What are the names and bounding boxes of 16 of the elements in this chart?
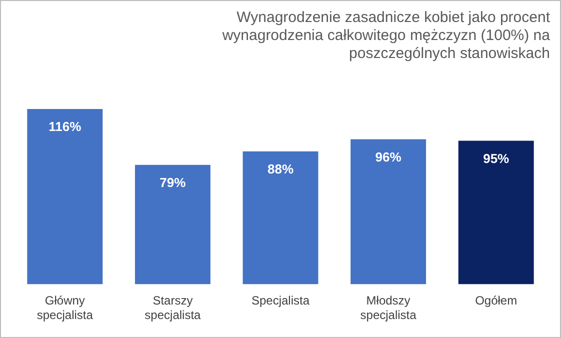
bar [134, 164, 210, 284]
x-tick-label: Młodszy specjalista [360, 294, 417, 322]
x-tick-label: Główny specjalista [36, 294, 94, 322]
x-tick-label: Ogółem [475, 294, 518, 308]
x-tick-label: Specjalista [251, 294, 310, 308]
data-label: 116% [48, 119, 82, 134]
data-label: 79% [160, 174, 186, 190]
x-tick-label: Starszy specjalista [144, 294, 202, 322]
bar [27, 109, 103, 284]
data-label: 88% [267, 161, 294, 176]
data-label: 95% [483, 150, 510, 166]
bar [242, 151, 318, 284]
chart-title: Wynagrodzenie zasadnicze kobiet jako procent wynagrodzenia całkowitego mężczyzn (100%) na poszczególnych stanowiskach [221, 9, 551, 62]
bar [458, 140, 534, 284]
data-label: 96% [375, 149, 402, 164]
bar [350, 139, 426, 284]
